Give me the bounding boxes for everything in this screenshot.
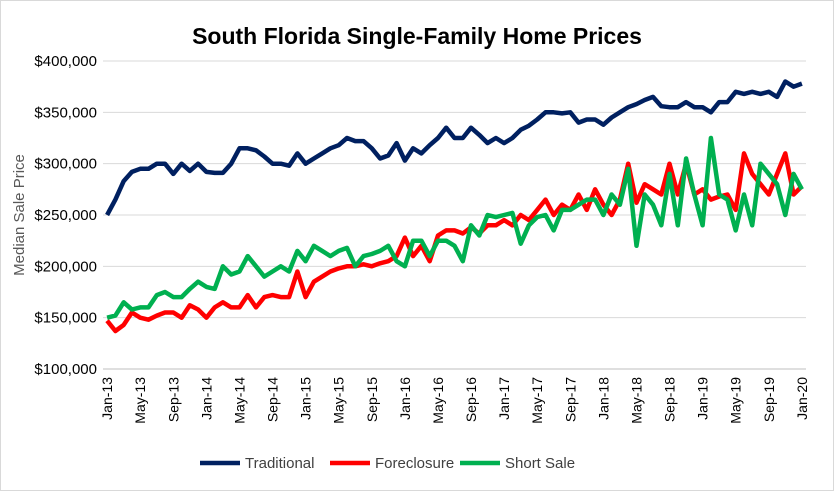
x-tick-label: Sep-13 <box>165 377 181 422</box>
y-tick-label: $350,000 <box>34 104 97 121</box>
x-tick-label: May-13 <box>132 377 148 424</box>
x-tick-label: Jan-15 <box>298 377 314 420</box>
y-tick-label: $400,000 <box>34 53 97 70</box>
x-tick-label: Sep-17 <box>562 377 578 422</box>
x-tick-label: May-16 <box>430 377 446 424</box>
x-tick-label: Sep-14 <box>265 377 281 422</box>
x-tick-label: May-18 <box>628 377 644 424</box>
x-tick-label: May-17 <box>529 377 545 424</box>
series-line <box>105 79 803 217</box>
x-tick-label: Jan-17 <box>496 377 512 420</box>
x-tick-label: Sep-18 <box>662 377 678 422</box>
x-tick-label: Jan-13 <box>99 377 115 420</box>
legend-label: Foreclosure <box>375 455 454 472</box>
x-tick-label: Jan-19 <box>695 377 711 420</box>
x-tick-label: Jan-18 <box>595 377 611 420</box>
x-tick-label: Sep-16 <box>463 377 479 422</box>
y-tick-label: $150,000 <box>34 310 97 327</box>
x-tick-label: May-15 <box>331 377 347 424</box>
y-tick-label: $100,000 <box>34 361 97 378</box>
legend-label: Short Sale <box>505 455 575 472</box>
x-tick-label: Jan-20 <box>794 377 810 420</box>
x-tick-label: Jan-14 <box>198 377 214 420</box>
series-line <box>106 135 804 320</box>
chart-title: South Florida Single-Family Home Prices <box>192 23 642 49</box>
x-tick-label: Sep-19 <box>761 377 777 422</box>
y-tick-label: $200,000 <box>34 258 97 275</box>
y-tick-label: $300,000 <box>34 156 97 173</box>
legend-label: Traditional <box>245 455 314 472</box>
x-tick-label: Jan-16 <box>397 377 413 420</box>
y-tick-label: $250,000 <box>34 207 97 224</box>
x-tick-label: May-14 <box>231 377 247 424</box>
y-axis-label: Median Sale Price <box>11 154 28 276</box>
x-tick-label: Sep-15 <box>364 377 380 422</box>
x-tick-label: May-19 <box>728 377 744 424</box>
